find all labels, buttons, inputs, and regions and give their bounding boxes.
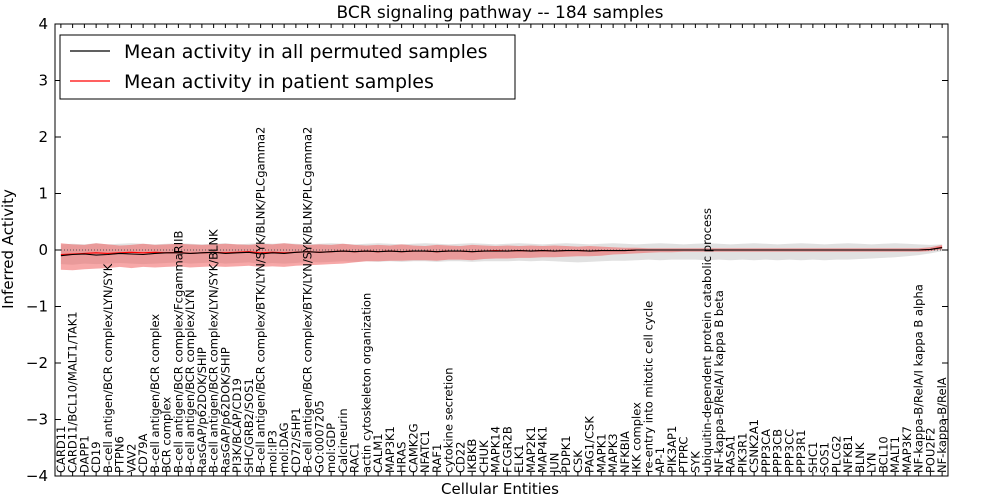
x-tick-label: B-cell antigen/BCR complex/FcgammaRIIB [171, 230, 185, 473]
x-tick-label: PAG1/CSK [583, 416, 597, 473]
x-tick-label: PDPK1 [559, 435, 573, 473]
x-tick-label: NF-kappa-B/RelA/I kappa B beta [712, 290, 726, 473]
x-tick-label: NFKBIA [618, 431, 632, 473]
x-tick-label: NFKB1 [841, 435, 855, 473]
x-tick-label: actin cytoskeleton organization [359, 293, 373, 473]
x-tick-label: PIK3AP1 [665, 426, 679, 473]
chart-title: BCR signaling pathway -- 184 samples [336, 3, 663, 23]
x-tick-label: B-cell antigen/BCR complex/LYN/SYK [101, 263, 115, 473]
x-tick-label: FCGR2B [500, 426, 514, 473]
x-tick-label: CD79A [136, 433, 150, 473]
y-tick-label: 1 [38, 185, 48, 203]
x-tick-label: CSK [571, 450, 585, 473]
legend-box [59, 34, 516, 100]
x-tick-label: SOS1 [818, 442, 832, 473]
x-tick-label: CARD11/BCL10/MALT1/TAK1 [66, 311, 80, 473]
x-tick-label: B-cell antigen/BCR complex/LYN [183, 289, 197, 473]
x-tick-label: MAP3K7 [900, 426, 914, 473]
x-tick-label: mol:IP3 [265, 430, 279, 473]
x-tick-label: PPP3R1 [794, 430, 808, 473]
x-tick-label: CD19 [89, 441, 103, 473]
x-tick-label: PI3K/BCAP/CD19 [230, 378, 244, 473]
y-tick-label: −3 [26, 411, 48, 429]
y-tick-label: −1 [26, 298, 48, 316]
x-tick-label: PLCG2 [829, 435, 843, 473]
x-tick-label: GO:0007205 [312, 400, 326, 473]
x-tick-label: JUN [547, 453, 561, 474]
x-tick-label: MAP2K1 [524, 426, 538, 473]
plot-area: −4 −3 −2 −1 0 1 2 3 4 CARD11CARD11/BCL10/MALT1/TA… [26, 15, 949, 485]
y-tick-label: 0 [38, 241, 48, 259]
x-tick-label: MAPK3 [606, 433, 620, 473]
x-tick-label: RASA1 [724, 435, 738, 473]
x-tick-label: NF-kappa-B/RelA/I kappa B alpha [912, 284, 926, 473]
x-tick-label: POU2F2 [923, 427, 937, 473]
x-tick-label: NF-kappa-B/RelA [935, 377, 949, 473]
x-tick-label: mol:GDP [324, 423, 338, 473]
y-tick-label: 4 [38, 15, 48, 33]
x-tick-label: PPP3CB [771, 429, 785, 473]
x-tick-label: PTPRC [677, 437, 691, 473]
x-tick-label: PIK3R1 [735, 433, 749, 474]
x-tick-label: ubiquitin-dependent protein catabolic pr… [700, 208, 714, 473]
x-tick-label: DAPP1 [77, 435, 91, 473]
x-tick-label: IKBKB [465, 439, 479, 473]
x-tick-label: cytokine secretion [442, 367, 456, 473]
x-tick-label: LYN [865, 452, 879, 473]
x-tick-label: PTPN6 [113, 436, 127, 473]
x-tick-label: MAP4K1 [536, 426, 550, 473]
x-tick-label: PPP3CA [759, 429, 773, 473]
x-tick-label: B-cell antigen/BCR complex/BTK/LYN/SYK/B… [301, 127, 315, 473]
x-tick-label: SYK [688, 451, 702, 473]
line-permuted-samples [60, 247, 943, 257]
x-tick-label: RasGAP/p62DOK/SHIP [218, 347, 232, 473]
legend-label-permuted: Mean activity in all permuted samples [124, 41, 487, 63]
x-tick-label: AP-1 [653, 447, 667, 473]
x-tick-label: NFATC1 [418, 430, 432, 473]
x-tick-label: MALT1 [888, 436, 902, 473]
x-tick-label: IKK complex [630, 402, 644, 473]
x-tick-label: mol:DAG [277, 422, 291, 473]
x-tick-label: HRAS [395, 442, 409, 473]
y-tick-label: −4 [26, 467, 48, 485]
x-tick-label: Calcineurin [336, 408, 350, 473]
x-tick-label: MAP3K1 [383, 426, 397, 473]
x-tick-label: RAC1 [348, 442, 362, 473]
x-tick-label: CARD11 [54, 426, 68, 473]
x-tick-label: CD22 [453, 441, 467, 473]
x-tick-label: PPP3CC [782, 429, 796, 473]
x-tick-label: CAMK2G [406, 423, 420, 473]
y-tick-label: 2 [38, 128, 48, 146]
x-tick-label: VAV2 [124, 444, 138, 473]
x-tick-label: BLNK [853, 442, 867, 473]
y-axis-label: Inferred Activity [0, 189, 17, 309]
x-tick-label: CHUK [477, 440, 491, 473]
x-tick-label: re-entry into mitotic cell cycle [641, 301, 655, 473]
x-tick-label: B-cell antigen/BCR complex/LYN/SYK/BLNK [207, 229, 221, 473]
x-axis-label: Cellular Entities [441, 480, 559, 498]
x-tick-label: MAPK1 [594, 433, 608, 473]
x-tick-label: ELK1 [512, 444, 526, 473]
x-tick-label: BCL10 [876, 436, 890, 473]
x-tick-label: MAPK14 [489, 426, 503, 473]
x-tick-label: SHC/GRB2/SOS1 [242, 378, 256, 473]
y-tick-label: 3 [38, 72, 48, 90]
x-tick-label: CALM1 [371, 433, 385, 473]
x-tick-label: RasGAP/p62DOK/SHIP [195, 347, 209, 473]
x-tick-label: CD72/SHP1 [289, 407, 303, 473]
x-tick-label: RAF1 [430, 444, 444, 473]
y-tick-label: −2 [26, 354, 48, 372]
x-tick-label: B-cell antigen/BCR complex [148, 314, 162, 473]
x-tick-label: B-cell antigen/BCR complex/BTK/LYN/SYK/B… [254, 127, 268, 473]
x-tick-label: BCR complex [160, 397, 174, 473]
x-tick-label: SHC1 [806, 442, 820, 473]
legend-label-patient: Mean activity in patient samples [124, 71, 434, 93]
x-tick-label: CSNK2A1 [747, 419, 761, 473]
legend: Mean activity in all permuted samples Me… [59, 34, 516, 100]
